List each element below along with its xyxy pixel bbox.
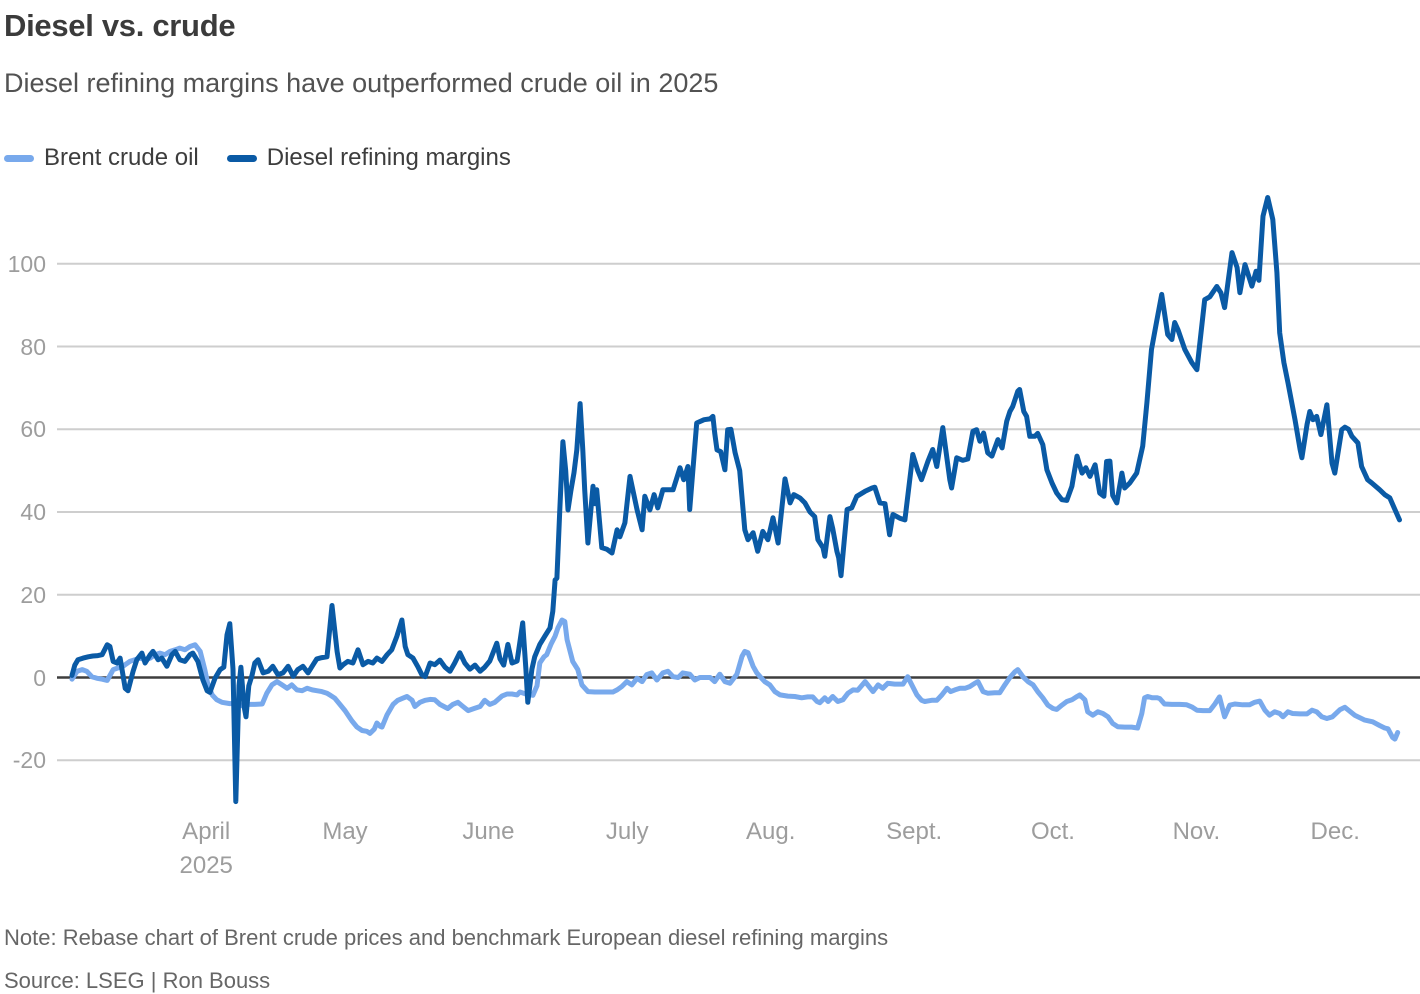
x-tick-label: June: [462, 818, 515, 845]
legend-label-diesel: Diesel refining margins: [266, 144, 511, 171]
legend-item-diesel: Diesel refining margins: [226, 144, 511, 172]
y-tick-label: -20: [12, 747, 46, 774]
y-tick-label: 20: [20, 581, 46, 608]
chart-title: Diesel vs. crude: [4, 8, 236, 43]
x-tick-label: Sept.: [886, 818, 943, 845]
x-tick-label: Dec.: [1310, 818, 1360, 845]
series-line-diesel: [69, 195, 1402, 805]
y-tick-label: 0: [33, 664, 46, 691]
chart-subtitle: Diesel refining margins have outperforme…: [4, 68, 719, 98]
diesel-line-swatch-icon: [226, 154, 257, 162]
y-tick-label: 100: [7, 250, 46, 277]
chart-source: Source: LSEG | Ron Bouss: [4, 968, 271, 993]
x-tick-label: Oct.: [1030, 818, 1075, 845]
x-tick-label: July: [605, 818, 649, 845]
brent-line-swatch-icon: [4, 154, 34, 162]
legend-item-brent: Brent crude oil: [4, 144, 199, 172]
x-tick-label: Nov.: [1172, 818, 1221, 845]
y-tick-label: 80: [20, 333, 46, 360]
legend-label-brent: Brent crude oil: [44, 144, 199, 171]
series-line-brent: [69, 617, 1401, 742]
x-tick-label: April: [182, 818, 231, 845]
y-tick-label: 60: [20, 416, 46, 443]
y-tick-label: 40: [20, 499, 46, 525]
x-tick-label: May: [322, 818, 368, 845]
chart-note: Note: Rebase chart of Brent crude prices…: [4, 925, 889, 950]
x-tick-sublabel-year: 2025: [179, 852, 233, 879]
legend: Brent crude oil Diesel refining margins: [4, 144, 511, 172]
x-tick-label: Aug.: [746, 818, 796, 845]
